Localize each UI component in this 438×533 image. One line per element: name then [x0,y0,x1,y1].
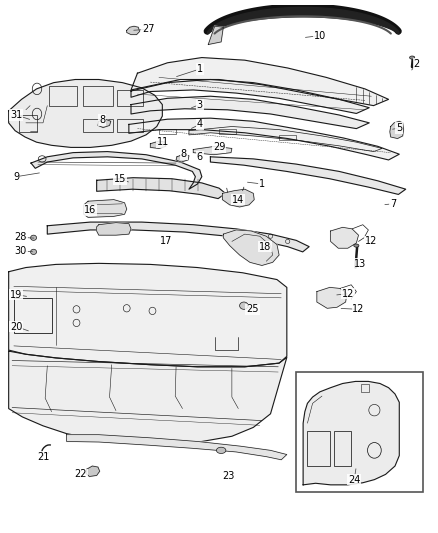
Polygon shape [9,263,287,367]
Text: 27: 27 [142,25,155,34]
Text: 5: 5 [396,123,403,133]
Text: 28: 28 [14,232,27,243]
Text: 3: 3 [197,100,203,110]
Bar [360,384,369,392]
Bar [117,90,144,106]
Text: 21: 21 [38,452,50,462]
Text: 29: 29 [213,142,225,152]
Ellipse shape [31,235,37,240]
Polygon shape [131,96,369,128]
Polygon shape [193,147,232,155]
Bar [19,115,37,132]
Polygon shape [9,351,287,444]
Polygon shape [210,157,406,195]
Text: 10: 10 [314,30,326,41]
Text: 19: 19 [10,290,22,300]
Text: 20: 20 [10,321,23,332]
Text: 18: 18 [259,241,272,252]
Polygon shape [84,200,127,217]
Polygon shape [67,435,287,460]
Text: 16: 16 [84,205,96,215]
Text: 23: 23 [222,472,235,481]
Bar [159,128,176,134]
Bar [82,119,113,132]
Polygon shape [131,79,369,114]
Text: 1: 1 [259,179,265,189]
Bar [14,298,52,333]
Polygon shape [9,79,162,148]
Text: 1: 1 [197,64,203,74]
Polygon shape [176,154,189,162]
Polygon shape [47,222,309,252]
Bar [117,119,144,132]
Bar [219,128,236,134]
Polygon shape [131,58,389,106]
Ellipse shape [216,447,226,454]
Bar [279,135,296,140]
Text: 31: 31 [10,110,22,120]
Bar [49,86,78,106]
Bar [296,372,423,492]
Bar [334,431,351,466]
Text: 17: 17 [160,237,173,246]
Polygon shape [317,287,347,308]
Text: 25: 25 [246,304,259,314]
Polygon shape [223,230,279,265]
Text: 6: 6 [197,152,203,162]
Text: 2: 2 [413,59,420,69]
Ellipse shape [31,249,37,254]
Polygon shape [97,177,226,199]
Polygon shape [223,189,254,207]
Polygon shape [390,122,403,139]
Polygon shape [208,26,223,45]
Polygon shape [97,223,131,235]
Polygon shape [31,151,202,189]
Text: 30: 30 [14,246,27,256]
Ellipse shape [240,302,248,309]
Text: 12: 12 [342,289,354,298]
Text: 7: 7 [390,199,396,209]
Polygon shape [150,141,166,149]
Text: 12: 12 [365,237,378,246]
Ellipse shape [410,56,415,59]
Text: 9: 9 [13,172,19,182]
Text: 14: 14 [232,195,244,205]
Bar [307,431,330,466]
Text: 11: 11 [157,137,170,147]
Polygon shape [86,466,100,477]
Polygon shape [127,26,140,35]
Text: 12: 12 [352,304,365,314]
Text: 8: 8 [181,149,187,159]
Bar [82,86,113,106]
Polygon shape [303,382,399,485]
Polygon shape [98,119,111,127]
Text: 24: 24 [348,474,360,484]
Text: 15: 15 [114,174,127,184]
Text: 13: 13 [353,259,366,269]
Polygon shape [331,228,358,248]
Text: 4: 4 [197,119,203,130]
Ellipse shape [354,244,359,247]
Polygon shape [189,126,382,151]
Text: 8: 8 [99,115,105,125]
Polygon shape [129,118,399,160]
Text: 22: 22 [74,470,87,479]
